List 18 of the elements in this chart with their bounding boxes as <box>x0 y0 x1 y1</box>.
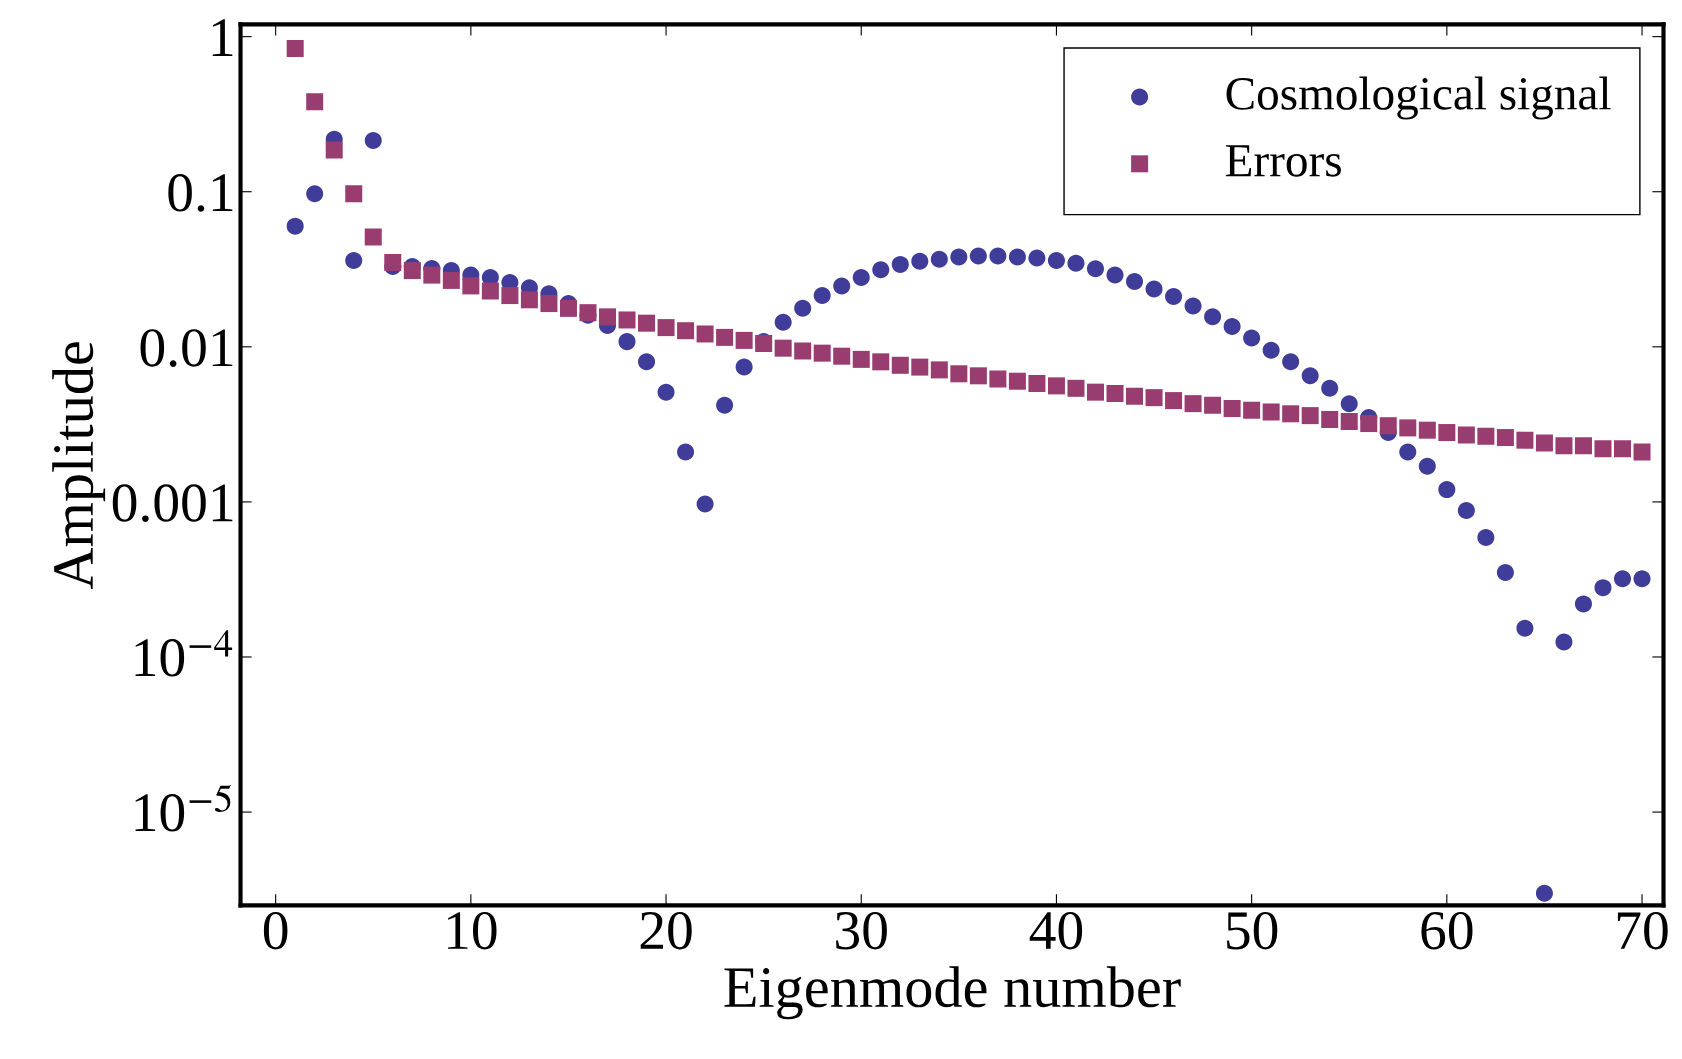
legend-label: Errors <box>1225 145 1341 177</box>
y-tick-label: 0.1 <box>168 174 233 212</box>
y-tick-label: 10$^{−4}$ <box>135 630 233 677</box>
x-tick-label: 40 <box>1029 911 1083 950</box>
x-tick-label: 50 <box>1227 911 1278 950</box>
y-axis-title: Amplitude <box>52 342 106 590</box>
y-tick-label: 1 <box>212 19 233 56</box>
y-tick-label: 0.01 <box>140 329 233 367</box>
x-axis-title: Eigenmode number <box>724 966 1181 1020</box>
y-tick-label: 0.001 <box>112 484 233 522</box>
x-tick-label: 10 <box>447 911 497 950</box>
x-tick-label: 70 <box>1617 911 1668 950</box>
y-tick-label: 10$^{−5}$ <box>135 784 231 832</box>
x-tick-label: 0 <box>263 911 288 950</box>
x-tick-label: 60 <box>1421 911 1473 950</box>
legend-label: Cosmological signal <box>1226 76 1611 120</box>
x-tick-label: 30 <box>836 911 887 950</box>
x-tick-label: 20 <box>640 911 692 950</box>
